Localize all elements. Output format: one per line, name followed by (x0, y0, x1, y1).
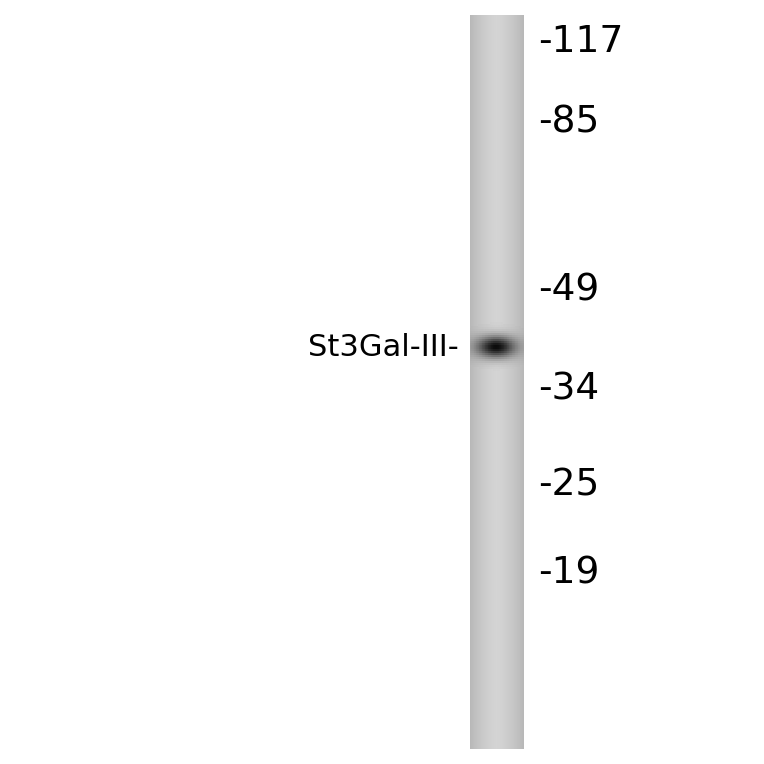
Text: -25: -25 (539, 467, 600, 503)
Text: -117: -117 (539, 24, 624, 60)
Text: St3Gal-III-: St3Gal-III- (308, 333, 458, 362)
Text: -85: -85 (539, 104, 600, 141)
Text: -34: -34 (539, 371, 600, 408)
Text: -19: -19 (539, 555, 600, 591)
Text: -49: -49 (539, 272, 600, 309)
